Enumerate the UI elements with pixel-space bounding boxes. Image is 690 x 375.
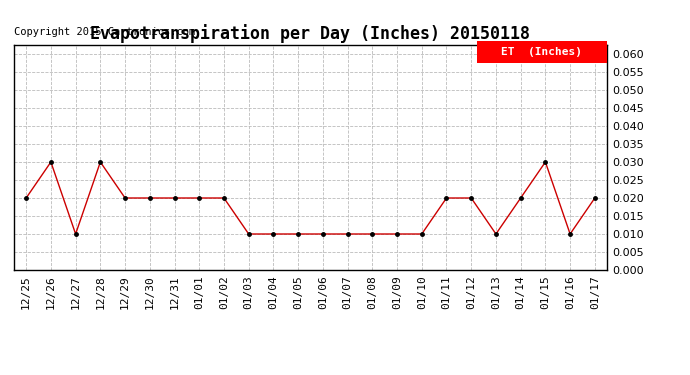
Text: Copyright 2015 Cartronics.com: Copyright 2015 Cartronics.com (14, 27, 195, 37)
Text: Evapotranspiration per Day (Inches) 20150118: Evapotranspiration per Day (Inches) 2015… (90, 24, 531, 44)
